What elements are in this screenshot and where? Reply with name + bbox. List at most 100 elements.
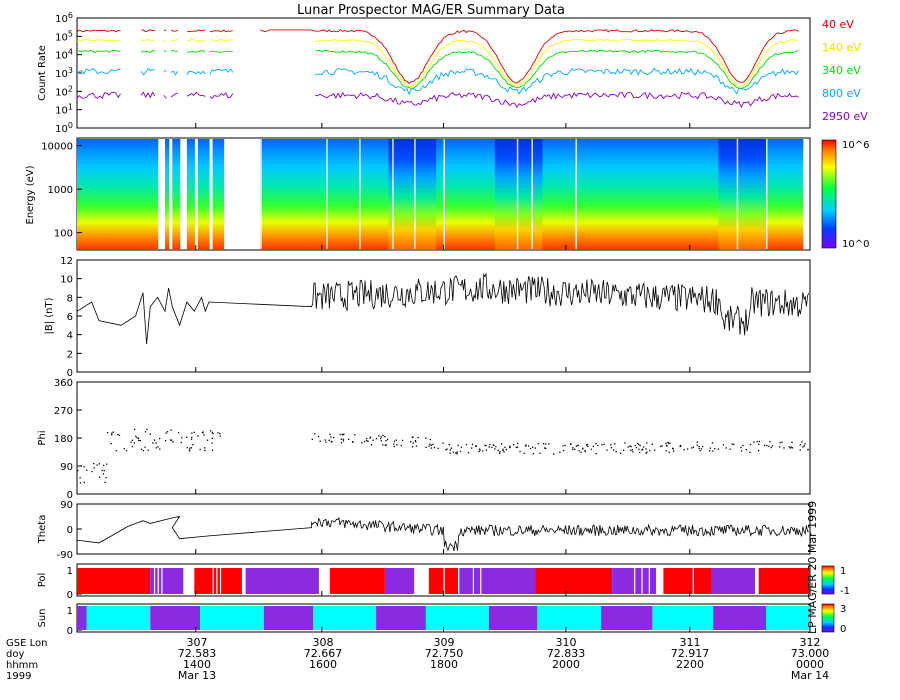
spectrogram-column bbox=[542, 139, 547, 250]
phi-point bbox=[471, 447, 473, 449]
pol-segment bbox=[384, 568, 415, 594]
phi-point bbox=[768, 445, 770, 447]
phi-point bbox=[781, 441, 783, 443]
phi-point bbox=[361, 442, 363, 444]
phi-point bbox=[125, 449, 128, 452]
phi-point bbox=[505, 449, 507, 451]
spectrogram-column bbox=[436, 139, 441, 250]
phi-point bbox=[166, 431, 169, 433]
phi-point bbox=[665, 450, 667, 452]
spectrogram-gap-line bbox=[766, 139, 768, 249]
pol-segment bbox=[150, 568, 184, 594]
spectrogram-column bbox=[355, 139, 360, 250]
spectrogram-column bbox=[366, 139, 371, 250]
phi-point bbox=[370, 444, 373, 446]
spectrogram-column bbox=[359, 139, 364, 250]
spectrogram-column bbox=[722, 139, 727, 250]
phi-point bbox=[133, 442, 136, 444]
phi-point bbox=[311, 438, 313, 440]
phi-point bbox=[211, 437, 213, 440]
spectrogram-colorbar-max: 10^6 bbox=[842, 140, 869, 151]
x-tick-311: 311 72.917 2200 bbox=[671, 636, 710, 671]
phi-point bbox=[714, 448, 716, 450]
phi-point bbox=[429, 443, 431, 445]
phi-point bbox=[548, 443, 550, 445]
count-rate-line-2950ev bbox=[76, 91, 799, 109]
phi-point bbox=[137, 437, 140, 439]
phi-point bbox=[425, 446, 427, 448]
phi-point bbox=[340, 442, 343, 444]
phi-point bbox=[331, 441, 333, 443]
x-tick-hhmm: 1800 bbox=[430, 658, 458, 671]
phi-point bbox=[642, 448, 644, 451]
sun-segment bbox=[313, 606, 376, 630]
phi-point bbox=[758, 440, 760, 443]
spectrogram-column bbox=[663, 139, 668, 250]
phi-point bbox=[790, 446, 792, 448]
phi-point bbox=[201, 432, 204, 434]
phi-point bbox=[325, 441, 327, 443]
sun-colorbar-max: 3 bbox=[840, 604, 846, 615]
phi-point bbox=[537, 443, 539, 445]
phi-point bbox=[396, 444, 398, 446]
phi-point bbox=[211, 449, 214, 451]
spectrogram-column bbox=[216, 139, 221, 250]
phi-point bbox=[475, 445, 477, 447]
phi-point bbox=[595, 443, 597, 445]
spectrogram-column bbox=[443, 139, 448, 250]
pol-gap bbox=[161, 568, 163, 594]
phi-point bbox=[142, 450, 145, 452]
phi-point bbox=[495, 446, 497, 448]
phi-point bbox=[456, 453, 458, 455]
phi-point bbox=[170, 429, 172, 431]
spectrogram-column bbox=[143, 139, 148, 250]
y-tick-label: 4 bbox=[67, 331, 73, 342]
spectrogram-column bbox=[307, 139, 313, 250]
spectrogram-colorbar bbox=[821, 139, 837, 249]
phi-point bbox=[86, 469, 88, 471]
spectrogram-column bbox=[337, 139, 342, 250]
sun-segment bbox=[713, 606, 766, 630]
x-tick-307: 307 72.583 1400 Mar 13 bbox=[178, 636, 217, 682]
phi-point bbox=[630, 445, 632, 448]
phi-point bbox=[165, 432, 167, 434]
phi-point bbox=[699, 450, 701, 452]
y-tick-label: 360 bbox=[54, 378, 73, 389]
pol-segment bbox=[535, 568, 613, 594]
phi-point bbox=[191, 436, 193, 439]
phi-point bbox=[499, 451, 501, 453]
spectrogram-column bbox=[113, 139, 118, 250]
phi-point bbox=[104, 481, 106, 483]
phi-point bbox=[445, 449, 447, 451]
x-tick-doy: 72.583 bbox=[178, 647, 217, 660]
phi-point bbox=[159, 437, 161, 440]
phi-point bbox=[387, 438, 389, 441]
phi-point bbox=[502, 448, 504, 450]
spectrogram-column bbox=[293, 139, 298, 250]
phi-point bbox=[117, 434, 119, 436]
phi-point bbox=[147, 449, 149, 451]
phi-point bbox=[375, 438, 378, 440]
phi-ylabel: Phi bbox=[37, 430, 48, 445]
phi-point bbox=[645, 452, 647, 454]
spectrogram-column bbox=[582, 139, 588, 250]
phi-point bbox=[219, 432, 221, 435]
phi-point bbox=[101, 469, 103, 472]
spectrogram-column bbox=[483, 139, 489, 250]
phi-point bbox=[712, 450, 714, 452]
spectrogram-column bbox=[674, 139, 679, 250]
spectrogram-column bbox=[689, 139, 694, 250]
phi-point bbox=[153, 439, 156, 441]
y-tick-label: 0 bbox=[67, 525, 73, 536]
legend-800ev: 800 eV bbox=[822, 87, 861, 100]
phi-point bbox=[190, 447, 193, 449]
count-rate-line-800ev bbox=[76, 67, 799, 96]
phi-point bbox=[429, 438, 431, 441]
phi-point bbox=[519, 450, 521, 453]
spectrogram-column bbox=[604, 139, 610, 250]
spectrogram-column bbox=[502, 139, 507, 250]
phi-point bbox=[155, 447, 157, 449]
phi-point bbox=[204, 449, 206, 452]
phi-point bbox=[400, 444, 402, 447]
phi-panel bbox=[76, 381, 811, 495]
